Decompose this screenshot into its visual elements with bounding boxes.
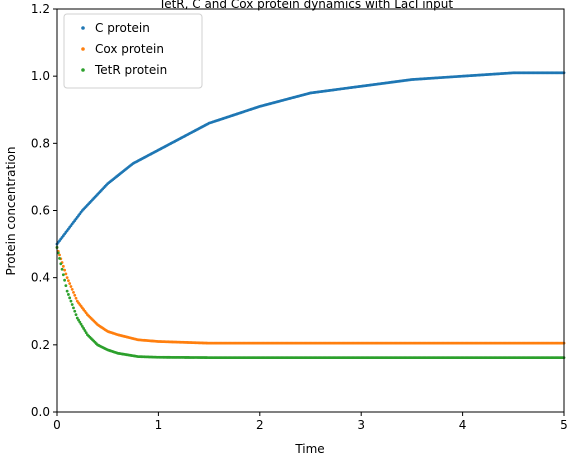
x-axis-title: Time	[294, 442, 324, 456]
data-point	[69, 299, 73, 303]
y-tick-label: 0.4	[31, 271, 50, 285]
data-point	[75, 316, 79, 320]
legend-label: Cox protein	[95, 42, 164, 56]
data-point	[79, 322, 83, 326]
x-tick-label: 1	[155, 418, 163, 432]
data-point	[61, 264, 65, 268]
data-point	[74, 296, 78, 300]
x-tick-label: 5	[560, 418, 568, 432]
legend-label: C protein	[95, 21, 150, 35]
data-point	[70, 288, 74, 291]
legend-box	[63, 13, 203, 89]
x-tick-label: 2	[256, 418, 264, 432]
data-point	[78, 320, 82, 324]
y-tick-label: 1.0	[31, 69, 50, 83]
data-point	[72, 306, 75, 310]
data-point	[74, 313, 78, 317]
legend-label: TetR protein	[94, 63, 167, 77]
data-point	[63, 268, 67, 272]
y-tick-label: 0.8	[31, 136, 50, 150]
data-point	[65, 276, 69, 280]
y-axis: 0.0 0.2 0.4 0.6 0.8 1.0 1.2	[31, 2, 57, 419]
y-tick-label: 0.2	[31, 338, 50, 352]
series-cox-protein	[55, 246, 566, 345]
x-tick-label: 3	[357, 418, 365, 432]
data-point	[64, 272, 68, 276]
data-point	[68, 296, 72, 300]
data-point	[73, 293, 77, 297]
y-axis-title: Protein concentration	[4, 147, 18, 276]
data-point	[67, 293, 70, 296]
data-point	[72, 290, 75, 294]
data-point	[77, 318, 80, 322]
series-tetr-protein	[55, 246, 566, 359]
legend-marker	[81, 26, 85, 30]
x-tick-label: 4	[459, 418, 467, 432]
data-point	[70, 303, 74, 306]
data-point	[56, 251, 60, 255]
data-point	[73, 309, 77, 313]
data-point	[65, 289, 69, 293]
data-point	[69, 285, 73, 288]
plot-area	[55, 71, 566, 359]
x-tick-label: 0	[53, 418, 61, 432]
data-point	[58, 256, 61, 260]
legend: C protein Cox protein TetR protein	[63, 13, 203, 89]
series-c-protein	[55, 71, 566, 246]
data-point	[64, 284, 68, 288]
y-tick-label: 1.2	[31, 2, 50, 16]
data-point	[80, 324, 84, 328]
data-point	[59, 262, 63, 266]
x-axis: 0 1 2 3 4 5	[53, 412, 568, 432]
y-tick-label: 0.6	[31, 204, 50, 218]
data-point	[84, 331, 88, 335]
y-tick-label: 0.0	[31, 405, 50, 419]
data-point	[67, 279, 70, 283]
legend-marker	[81, 47, 85, 51]
data-point	[61, 273, 65, 277]
legend-marker	[81, 68, 85, 72]
data-point	[58, 253, 61, 257]
data-point	[83, 329, 87, 332]
data-point	[68, 282, 72, 285]
data-point	[63, 278, 67, 282]
data-point	[82, 327, 86, 330]
data-point	[60, 267, 64, 271]
chart-title: TetR, C and Cox protein dynamics with La…	[158, 0, 453, 11]
